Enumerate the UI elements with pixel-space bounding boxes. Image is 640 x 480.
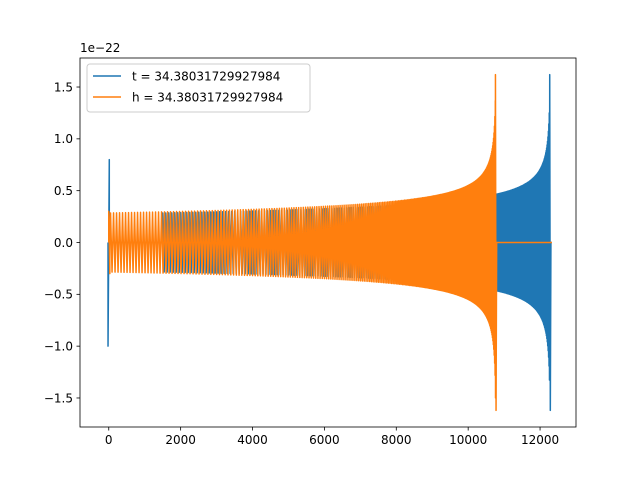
legend-label-1: t = 34.38031729927984 <box>132 70 280 84</box>
y-tick-label: 1.0 <box>54 132 73 146</box>
y-tick-label: −1.0 <box>44 339 73 353</box>
legend-label-2: h = 34.38031729927984 <box>132 91 283 105</box>
axes: 0 2000 4000 6000 8000 10000 12000 −1.5 −1.0 −0.5 0… <box>44 57 577 447</box>
series-line-2 <box>108 73 552 412</box>
x-tick-label: 0 <box>105 433 113 447</box>
y-tick-label: −1.5 <box>44 391 73 405</box>
y-tick-label: 0.5 <box>54 184 73 198</box>
legend-box <box>86 63 311 113</box>
x-tick-label: 6000 <box>309 433 340 447</box>
x-tick-label: 12000 <box>521 433 559 447</box>
legend: t = 34.38031729927984 h = 34.380317299279… <box>86 63 311 113</box>
y-tick-label: 1.5 <box>54 80 73 94</box>
y-tick-label: −0.5 <box>44 288 73 302</box>
x-tick-label: 10000 <box>449 433 487 447</box>
x-tick-label: 2000 <box>165 433 196 447</box>
x-tick-label: 8000 <box>381 433 412 447</box>
y-tick-label: 0.0 <box>54 236 73 250</box>
y-offset-label: 1e−22 <box>80 41 120 55</box>
x-tick-label: 4000 <box>237 433 268 447</box>
series-layer <box>107 73 552 412</box>
